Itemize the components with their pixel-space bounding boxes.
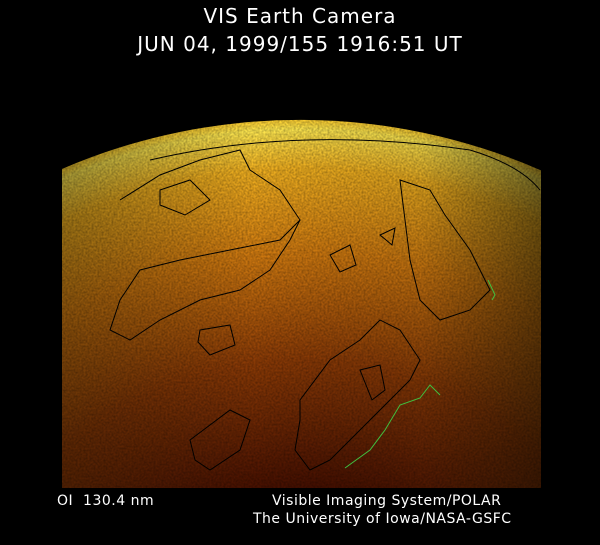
sunlit-coastline — [344, 384, 441, 469]
sunlit-coastline-east — [487, 279, 496, 301]
institution-label: The University of Iowa/NASA-GSFC — [253, 511, 512, 527]
instrument-label: Visible Imaging System/POLAR — [272, 493, 502, 509]
image-title: VIS Earth Camera — [203, 4, 397, 28]
image-timestamp: JUN 04, 1999/155 1916:51 UT — [137, 32, 463, 56]
wavelength-label: OI 130.4 nm — [57, 493, 155, 509]
coastlines — [109, 139, 541, 471]
